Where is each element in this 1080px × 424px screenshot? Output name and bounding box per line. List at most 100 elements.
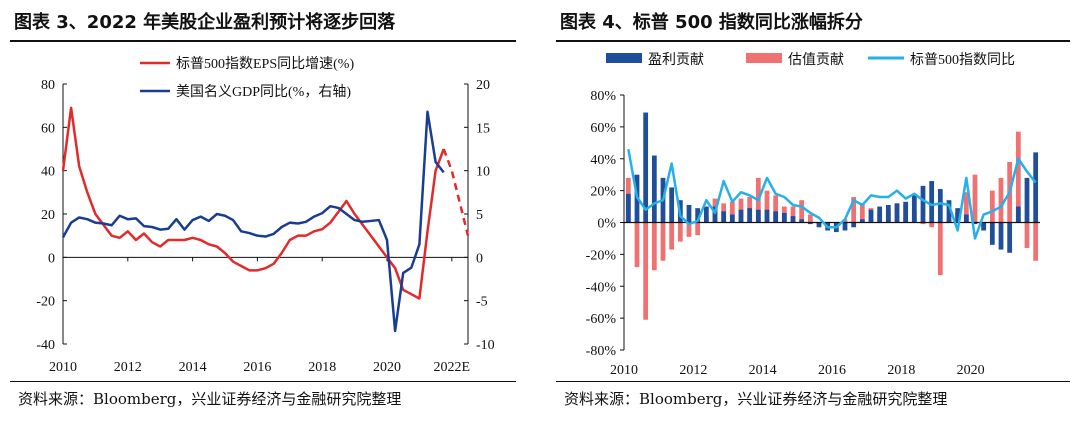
earnings-contribution-bar xyxy=(669,187,675,223)
valuation-contribution-bar xyxy=(799,200,805,223)
y-left-tick-label: 0 xyxy=(48,251,55,266)
earnings-contribution-bar xyxy=(738,209,744,223)
x-tick-label: 2014 xyxy=(179,360,207,375)
earnings-contribution-bar xyxy=(998,222,1004,250)
valuation-contribution-bar xyxy=(998,177,1004,223)
valuation-contribution-bar xyxy=(695,222,701,236)
legend-eps-label: 标普500指数EPS同比增速(%) xyxy=(176,56,354,72)
y-tick-label: -80% xyxy=(586,344,617,359)
earnings-contribution-bar xyxy=(790,216,796,223)
y-left-tick-label: 40 xyxy=(41,165,55,180)
earnings-contribution-bar xyxy=(799,219,805,223)
right-title-rule xyxy=(556,40,1070,42)
right-source-note: 资料来源：Bloomberg，兴业证券经济与金融研究院整理 xyxy=(564,390,948,408)
earnings-contribution-bar xyxy=(877,206,883,223)
y-right-tick-label: 20 xyxy=(476,78,490,93)
valuation-contribution-bar xyxy=(851,197,857,223)
left-figure-title: 图表 3、2022 年美股企业盈利预计将逐步回落 xyxy=(14,12,396,33)
y-right-tick-label: 0 xyxy=(476,251,483,266)
legend-valuation-swatch xyxy=(746,53,782,63)
earnings-contribution-bar xyxy=(764,209,770,223)
valuation-contribution-bar xyxy=(764,190,770,223)
earnings-contribution-bar xyxy=(981,222,987,231)
valuation-contribution-bar xyxy=(634,222,640,268)
valuation-contribution-bar xyxy=(807,214,813,223)
earnings-contribution-bar xyxy=(1015,206,1021,223)
earnings-contribution-bar xyxy=(747,208,753,223)
valuation-contribution-bar xyxy=(859,203,865,223)
valuation-contribution-bar xyxy=(929,222,935,228)
valuation-contribution-bar xyxy=(729,201,735,223)
earnings-contribution-bar xyxy=(851,222,857,228)
earnings-contribution-bar xyxy=(963,214,969,223)
legend-valuation-label: 估值贡献 xyxy=(788,52,844,68)
y-right-tick-label: 10 xyxy=(476,165,490,180)
valuation-contribution-bar xyxy=(963,192,969,223)
earnings-contribution-bar xyxy=(937,189,943,223)
eps-forecast-dashed-line xyxy=(442,148,470,236)
earnings-contribution-bar xyxy=(703,206,709,223)
legend-gdp-label: 美国名义GDP同比(%，右轴) xyxy=(176,84,351,100)
x-tick-label: 2018 xyxy=(887,363,915,378)
y-tick-label: 0% xyxy=(597,217,616,232)
left-line-chart: -40 -20 0 20 40 60 80 -10 -5 0 5 10 15 20 2010 2012 2014… xyxy=(36,56,494,375)
right-bar-chart: -80% -60% -40% -20% 0% 20% 40% 60% 80% 2010 2012 20… xyxy=(586,52,1040,378)
y-right-tick-label: 5 xyxy=(476,208,483,223)
x-tick-label: 2010 xyxy=(49,360,77,375)
y-tick-label: 80% xyxy=(590,89,616,104)
earnings-contribution-bar xyxy=(712,206,718,223)
earnings-contribution-bar xyxy=(972,222,978,225)
earnings-contribution-bar xyxy=(1024,177,1030,223)
x-tick-label: 2018 xyxy=(308,360,336,375)
valuation-contribution-bar xyxy=(1033,222,1039,261)
valuation-contribution-bar xyxy=(651,222,657,271)
legend-index-label: 标普500指数同比 xyxy=(910,52,1015,68)
earnings-contribution-bar xyxy=(686,204,692,223)
x-tick-label: 2020 xyxy=(373,360,401,375)
left-title-rule xyxy=(10,40,516,42)
earnings-contribution-bar xyxy=(773,211,779,223)
earnings-contribution-bar xyxy=(695,208,701,223)
valuation-contribution-bar xyxy=(937,222,943,276)
earnings-contribution-bar xyxy=(721,211,727,223)
earnings-contribution-bar xyxy=(929,181,935,223)
x-tick-label: 2010 xyxy=(610,363,638,378)
left-chart-panel: 图表 3、2022 年美股企业盈利预计将逐步回落 -40 -20 0 20 40 60 80… xyxy=(0,0,526,424)
x-tick-label: 2022E xyxy=(434,360,471,375)
right-figure-title: 图表 4、标普 500 指数同比涨幅拆分 xyxy=(560,12,863,33)
y-left-tick-label: 60 xyxy=(41,121,55,136)
earnings-contribution-bar xyxy=(859,219,865,223)
earnings-contribution-bar xyxy=(920,185,926,223)
valuation-contribution-bar xyxy=(790,206,796,223)
valuation-contribution-bar xyxy=(660,222,666,261)
y-tick-label: -40% xyxy=(586,280,617,295)
y-left-tick-label: -20 xyxy=(36,295,55,310)
y-left-tick-label: 80 xyxy=(41,78,55,93)
legend-earnings-label: 盈利贡献 xyxy=(648,52,704,68)
earnings-contribution-bar xyxy=(955,208,961,223)
x-tick-label: 2012 xyxy=(114,360,142,375)
valuation-contribution-bar xyxy=(773,195,779,223)
sp500-yoy-line xyxy=(627,148,1037,240)
earnings-contribution-bar xyxy=(651,155,657,223)
y-tick-label: 40% xyxy=(590,153,616,168)
earnings-contribution-bar xyxy=(729,214,735,223)
right-source-rule xyxy=(556,381,1070,382)
x-tick-label: 2020 xyxy=(957,363,985,378)
y-left-tick-label: -40 xyxy=(36,338,55,353)
valuation-contribution-bar xyxy=(1024,222,1030,248)
y-tick-label: -60% xyxy=(586,312,617,327)
earnings-contribution-bar xyxy=(781,212,787,223)
x-tick-label: 2014 xyxy=(749,363,777,378)
x-tick-label: 2012 xyxy=(679,363,707,378)
valuation-contribution-bar xyxy=(669,222,675,250)
y-right-tick-label: 15 xyxy=(476,121,490,136)
earnings-contribution-bar xyxy=(903,201,909,223)
earnings-contribution-bar xyxy=(946,200,952,223)
earnings-contribution-bar xyxy=(894,203,900,223)
valuation-contribution-bar xyxy=(989,190,995,223)
x-tick-label: 2016 xyxy=(818,363,846,378)
valuation-contribution-bar xyxy=(920,222,926,225)
earnings-contribution-bar xyxy=(1033,152,1039,223)
y-right-tick-label: -5 xyxy=(476,295,488,310)
